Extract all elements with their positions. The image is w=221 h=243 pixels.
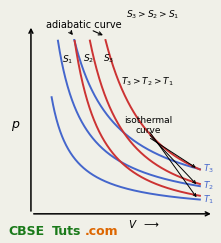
Text: adiabatic curve: adiabatic curve: [46, 20, 122, 30]
Text: $S_3$: $S_3$: [103, 52, 114, 65]
Text: Tuts: Tuts: [52, 225, 81, 238]
Text: isothermal
curve: isothermal curve: [124, 116, 172, 135]
Text: $S_2$: $S_2$: [83, 53, 94, 65]
Text: $S_1$: $S_1$: [62, 53, 73, 66]
Text: $p$: $p$: [11, 119, 20, 133]
Text: CBSE: CBSE: [9, 225, 45, 238]
Text: $S_3 > S_2 > S_1$: $S_3 > S_2 > S_1$: [126, 9, 179, 21]
Text: $T_1$: $T_1$: [203, 193, 214, 206]
Text: $T_3 > T_2 > T_1$: $T_3 > T_2 > T_1$: [121, 75, 173, 88]
Text: $T_3$: $T_3$: [203, 163, 214, 175]
Text: $T_2$: $T_2$: [203, 180, 214, 192]
Text: .com: .com: [85, 225, 119, 238]
Text: $V$  $\longrightarrow$: $V$ $\longrightarrow$: [128, 218, 160, 230]
